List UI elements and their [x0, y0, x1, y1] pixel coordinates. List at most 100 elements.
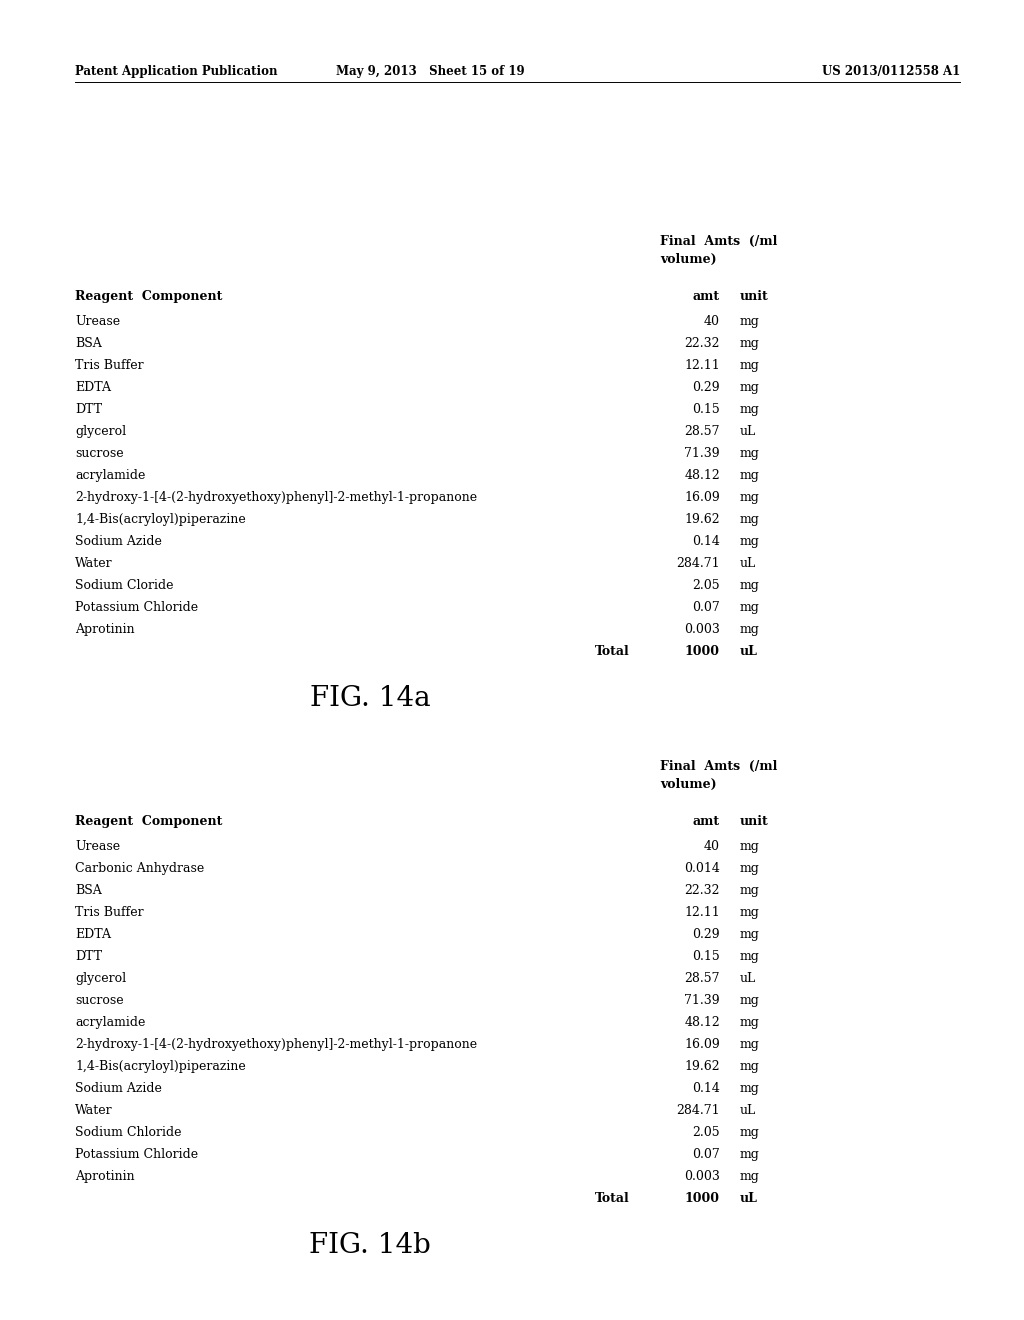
- Text: acrylamide: acrylamide: [75, 1016, 145, 1030]
- Text: mg: mg: [740, 535, 760, 548]
- Text: Potassium Chloride: Potassium Chloride: [75, 1148, 198, 1162]
- Text: 2.05: 2.05: [692, 1126, 720, 1139]
- Text: Tris Buffer: Tris Buffer: [75, 906, 143, 919]
- Text: 0.14: 0.14: [692, 535, 720, 548]
- Text: mg: mg: [740, 491, 760, 504]
- Text: mg: mg: [740, 1016, 760, 1030]
- Text: 1,4-Bis(acryloyl)piperazine: 1,4-Bis(acryloyl)piperazine: [75, 513, 246, 525]
- Text: Urease: Urease: [75, 315, 120, 327]
- Text: mg: mg: [740, 513, 760, 525]
- Text: 0.29: 0.29: [692, 381, 720, 393]
- Text: mg: mg: [740, 403, 760, 416]
- Text: uL: uL: [740, 1104, 757, 1117]
- Text: uL: uL: [740, 425, 757, 438]
- Text: Aprotinin: Aprotinin: [75, 1170, 134, 1183]
- Text: mg: mg: [740, 840, 760, 853]
- Text: 40: 40: [705, 315, 720, 327]
- Text: 48.12: 48.12: [684, 1016, 720, 1030]
- Text: mg: mg: [740, 1126, 760, 1139]
- Text: mg: mg: [740, 862, 760, 875]
- Text: uL: uL: [740, 972, 757, 985]
- Text: 16.09: 16.09: [684, 1038, 720, 1051]
- Text: May 9, 2013   Sheet 15 of 19: May 9, 2013 Sheet 15 of 19: [336, 66, 524, 78]
- Text: Reagent  Component: Reagent Component: [75, 814, 222, 828]
- Text: 0.15: 0.15: [692, 403, 720, 416]
- Text: Sodium Azide: Sodium Azide: [75, 1082, 162, 1096]
- Text: Final  Amts  (/ml: Final Amts (/ml: [660, 760, 777, 774]
- Text: mg: mg: [740, 994, 760, 1007]
- Text: mg: mg: [740, 1038, 760, 1051]
- Text: mg: mg: [740, 359, 760, 372]
- Text: 48.12: 48.12: [684, 469, 720, 482]
- Text: 12.11: 12.11: [684, 906, 720, 919]
- Text: Water: Water: [75, 557, 113, 570]
- Text: mg: mg: [740, 950, 760, 964]
- Text: 0.014: 0.014: [684, 862, 720, 875]
- Text: volume): volume): [660, 777, 717, 791]
- Text: unit: unit: [740, 290, 769, 304]
- Text: Final  Amts  (/ml: Final Amts (/ml: [660, 235, 777, 248]
- Text: Total: Total: [595, 645, 630, 657]
- Text: mg: mg: [740, 1082, 760, 1096]
- Text: 284.71: 284.71: [677, 1104, 720, 1117]
- Text: 19.62: 19.62: [684, 513, 720, 525]
- Text: 2-hydroxy-1-[4-(2-hydroxyethoxy)phenyl]-2-methyl-1-propanone: 2-hydroxy-1-[4-(2-hydroxyethoxy)phenyl]-…: [75, 1038, 477, 1051]
- Text: mg: mg: [740, 601, 760, 614]
- Text: 12.11: 12.11: [684, 359, 720, 372]
- Text: sucrose: sucrose: [75, 447, 124, 459]
- Text: amt: amt: [693, 814, 720, 828]
- Text: 0.14: 0.14: [692, 1082, 720, 1096]
- Text: Total: Total: [595, 1192, 630, 1205]
- Text: mg: mg: [740, 1170, 760, 1183]
- Text: FIG. 14b: FIG. 14b: [309, 1232, 431, 1259]
- Text: Water: Water: [75, 1104, 113, 1117]
- Text: 22.32: 22.32: [684, 337, 720, 350]
- Text: 1000: 1000: [685, 1192, 720, 1205]
- Text: 0.07: 0.07: [692, 601, 720, 614]
- Text: Patent Application Publication: Patent Application Publication: [75, 66, 278, 78]
- Text: Potassium Chloride: Potassium Chloride: [75, 601, 198, 614]
- Text: 19.62: 19.62: [684, 1060, 720, 1073]
- Text: acrylamide: acrylamide: [75, 469, 145, 482]
- Text: mg: mg: [740, 884, 760, 898]
- Text: mg: mg: [740, 579, 760, 591]
- Text: mg: mg: [740, 906, 760, 919]
- Text: Aprotinin: Aprotinin: [75, 623, 134, 636]
- Text: 0.003: 0.003: [684, 1170, 720, 1183]
- Text: 16.09: 16.09: [684, 491, 720, 504]
- Text: 28.57: 28.57: [684, 972, 720, 985]
- Text: 0.003: 0.003: [684, 623, 720, 636]
- Text: 2.05: 2.05: [692, 579, 720, 591]
- Text: sucrose: sucrose: [75, 994, 124, 1007]
- Text: 284.71: 284.71: [677, 557, 720, 570]
- Text: Urease: Urease: [75, 840, 120, 853]
- Text: Sodium Cloride: Sodium Cloride: [75, 579, 173, 591]
- Text: mg: mg: [740, 623, 760, 636]
- Text: DTT: DTT: [75, 950, 102, 964]
- Text: glycerol: glycerol: [75, 425, 126, 438]
- Text: Reagent  Component: Reagent Component: [75, 290, 222, 304]
- Text: Carbonic Anhydrase: Carbonic Anhydrase: [75, 862, 204, 875]
- Text: 0.15: 0.15: [692, 950, 720, 964]
- Text: mg: mg: [740, 447, 760, 459]
- Text: 71.39: 71.39: [684, 994, 720, 1007]
- Text: Sodium Azide: Sodium Azide: [75, 535, 162, 548]
- Text: BSA: BSA: [75, 884, 101, 898]
- Text: 28.57: 28.57: [684, 425, 720, 438]
- Text: 0.07: 0.07: [692, 1148, 720, 1162]
- Text: volume): volume): [660, 253, 717, 267]
- Text: unit: unit: [740, 814, 769, 828]
- Text: US 2013/0112558 A1: US 2013/0112558 A1: [821, 66, 961, 78]
- Text: Tris Buffer: Tris Buffer: [75, 359, 143, 372]
- Text: mg: mg: [740, 381, 760, 393]
- Text: mg: mg: [740, 1060, 760, 1073]
- Text: uL: uL: [740, 557, 757, 570]
- Text: mg: mg: [740, 315, 760, 327]
- Text: mg: mg: [740, 337, 760, 350]
- Text: EDTA: EDTA: [75, 928, 111, 941]
- Text: 0.29: 0.29: [692, 928, 720, 941]
- Text: mg: mg: [740, 928, 760, 941]
- Text: BSA: BSA: [75, 337, 101, 350]
- Text: EDTA: EDTA: [75, 381, 111, 393]
- Text: glycerol: glycerol: [75, 972, 126, 985]
